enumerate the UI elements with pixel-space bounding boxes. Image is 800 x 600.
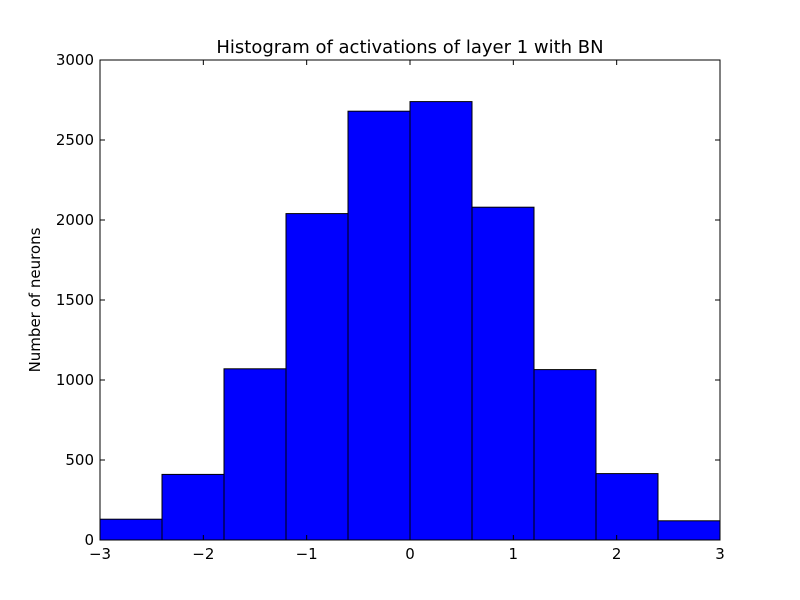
histogram-bar [161, 473, 225, 541]
histogram-bar [471, 206, 535, 541]
histogram-bar [223, 368, 287, 541]
y-tick-label: 2000 [56, 211, 94, 229]
x-tick-label: 2 [612, 545, 622, 563]
histogram-bar [533, 369, 597, 541]
x-tick-label: 1 [509, 545, 519, 563]
x-tick-label: 3 [715, 545, 725, 563]
histogram-bar [595, 473, 659, 541]
x-tick-label: 0 [405, 545, 415, 563]
y-tick-label: 3000 [56, 51, 94, 69]
bars-layer [99, 101, 721, 541]
x-tick-label: −3 [89, 545, 111, 563]
y-axis-label: Number of neurons [26, 227, 44, 372]
histogram-bar [347, 110, 411, 541]
y-tick-label: 0 [84, 531, 94, 549]
y-tick-label: 500 [65, 451, 94, 469]
y-tick-label: 1500 [56, 291, 94, 309]
x-tick-label: −2 [192, 545, 214, 563]
histogram-bar [409, 101, 473, 541]
ticks-layer: −3 −2 −1 0 1 2 3 0 500 1000 1500 2000 2500 3000 [56, 51, 725, 563]
y-tick-label: 1000 [56, 371, 94, 389]
y-tick-label: 2500 [56, 131, 94, 149]
histogram-bar [99, 518, 163, 541]
histogram-bar [657, 520, 721, 541]
histogram-bar [285, 213, 349, 541]
x-tick-label: −1 [296, 545, 318, 563]
chart-title: Histogram of activations of layer 1 with… [216, 37, 603, 58]
